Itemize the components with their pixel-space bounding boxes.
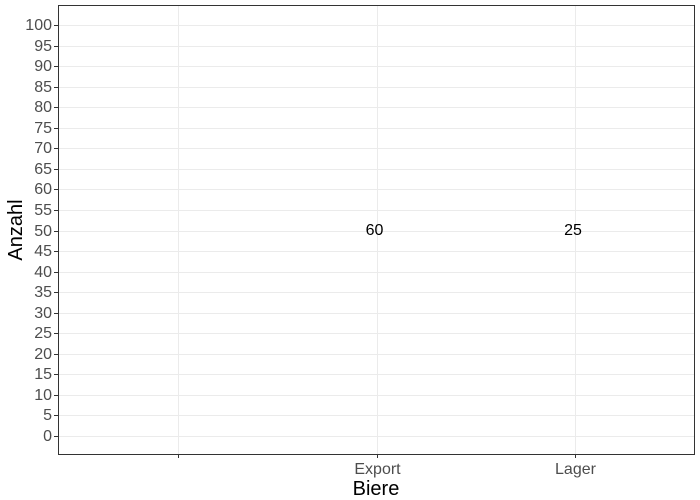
y-tick-label: 95 <box>34 38 52 55</box>
y-tick-label: 0 <box>43 428 52 445</box>
x-axis-title: Biere <box>353 478 400 500</box>
y-tick-label: 100 <box>25 17 52 34</box>
x-tick-label: Lager <box>555 461 597 478</box>
y-tick-label: 30 <box>34 305 52 322</box>
y-tick-label: 75 <box>34 120 52 137</box>
data-labels: 60 25 <box>366 222 582 239</box>
y-axis-ticks: 0 5 10 15 20 25 30 35 40 45 50 55 60 65 70 75 80 85 90 95 10… <box>25 17 58 445</box>
plot-panel <box>58 5 695 455</box>
y-tick-label: 65 <box>34 161 52 178</box>
data-label: 25 <box>564 222 582 239</box>
y-tick-label: 85 <box>34 79 52 96</box>
y-axis-title: Anzahl <box>5 199 27 260</box>
y-tick-label: 20 <box>34 346 52 363</box>
y-tick-label: 25 <box>34 325 52 342</box>
y-tick-label: 35 <box>34 284 52 301</box>
y-tick-label: 55 <box>34 202 52 219</box>
y-tick-label: 50 <box>34 223 52 240</box>
data-label: 60 <box>366 222 384 239</box>
y-tick-label: 5 <box>43 407 52 424</box>
y-tick-label: 70 <box>34 140 52 157</box>
y-tick-label: 15 <box>34 366 52 383</box>
y-tick-label: 90 <box>34 58 52 75</box>
y-tick-label: 40 <box>34 264 52 281</box>
y-tick-label: 45 <box>34 243 52 260</box>
x-axis-ticks: Export Lager <box>178 454 597 478</box>
y-tick-label: 10 <box>34 387 52 404</box>
x-tick-label: Export <box>354 461 401 478</box>
y-tick-label: 80 <box>34 99 52 116</box>
y-tick-label: 60 <box>34 181 52 198</box>
grid-lines <box>58 5 694 454</box>
